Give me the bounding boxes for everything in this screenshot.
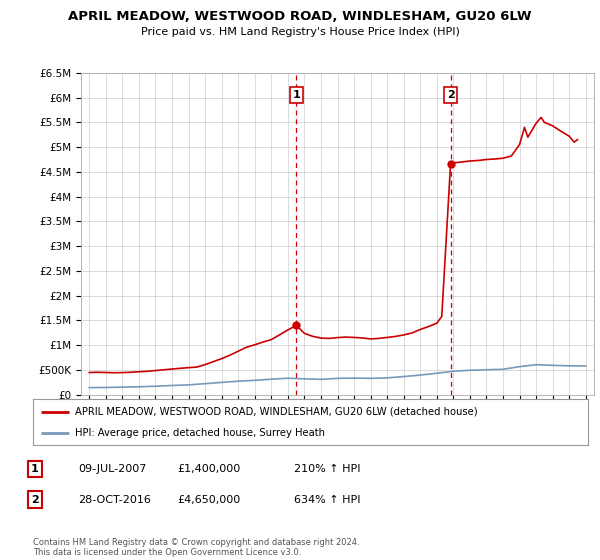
Text: £1,400,000: £1,400,000 xyxy=(177,464,240,474)
Text: 634% ↑ HPI: 634% ↑ HPI xyxy=(294,494,361,505)
Text: HPI: Average price, detached house, Surrey Heath: HPI: Average price, detached house, Surr… xyxy=(74,428,325,438)
Text: 28-OCT-2016: 28-OCT-2016 xyxy=(78,494,151,505)
Text: Contains HM Land Registry data © Crown copyright and database right 2024.
This d: Contains HM Land Registry data © Crown c… xyxy=(33,538,359,557)
Text: 2: 2 xyxy=(31,494,38,505)
Text: APRIL MEADOW, WESTWOOD ROAD, WINDLESHAM, GU20 6LW: APRIL MEADOW, WESTWOOD ROAD, WINDLESHAM,… xyxy=(68,10,532,22)
Text: Price paid vs. HM Land Registry's House Price Index (HPI): Price paid vs. HM Land Registry's House … xyxy=(140,27,460,37)
Text: 210% ↑ HPI: 210% ↑ HPI xyxy=(294,464,361,474)
Text: 1: 1 xyxy=(293,90,301,100)
Text: £4,650,000: £4,650,000 xyxy=(177,494,240,505)
Text: 09-JUL-2007: 09-JUL-2007 xyxy=(78,464,146,474)
Text: 2: 2 xyxy=(446,90,454,100)
Text: 1: 1 xyxy=(31,464,38,474)
Text: APRIL MEADOW, WESTWOOD ROAD, WINDLESHAM, GU20 6LW (detached house): APRIL MEADOW, WESTWOOD ROAD, WINDLESHAM,… xyxy=(74,407,477,417)
